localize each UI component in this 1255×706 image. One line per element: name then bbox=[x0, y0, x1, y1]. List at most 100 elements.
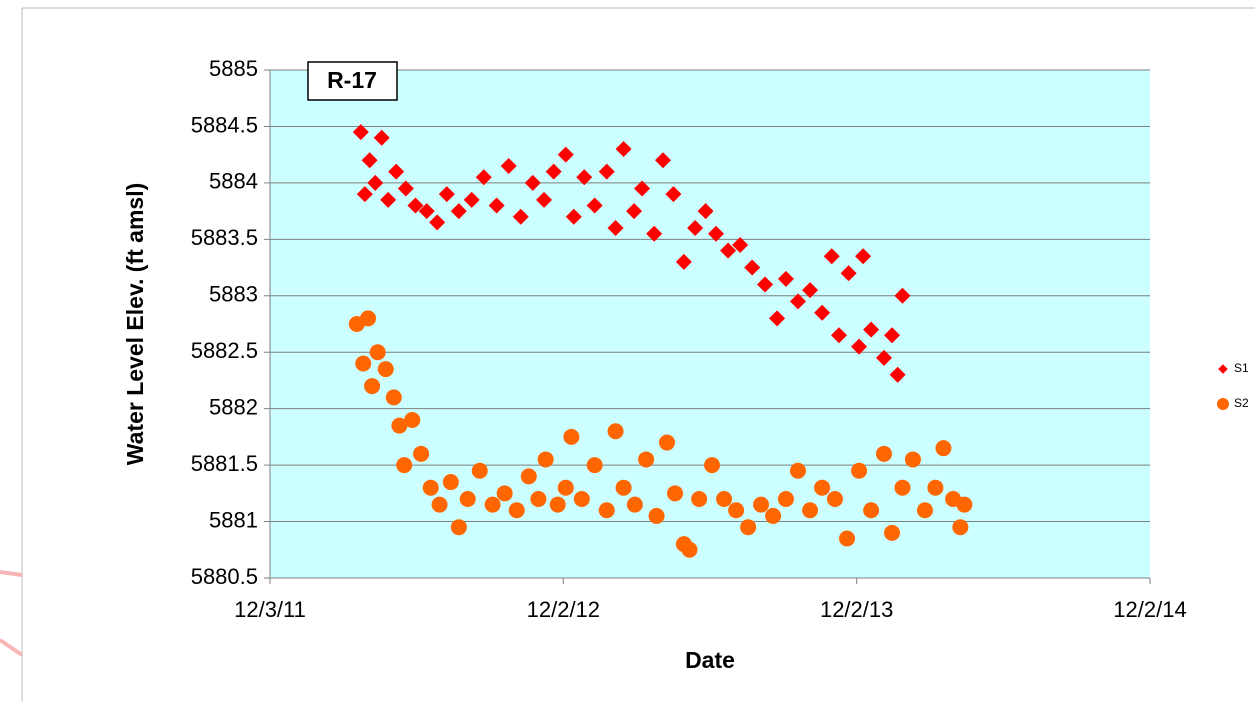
data-point bbox=[475, 169, 492, 186]
decoration bbox=[0, 638, 24, 657]
y-tick-label: 5884 bbox=[209, 169, 258, 194]
data-point bbox=[598, 502, 615, 519]
data-point bbox=[396, 457, 413, 474]
data-point bbox=[830, 327, 847, 344]
legend-marker bbox=[1217, 398, 1229, 410]
data-point bbox=[863, 502, 880, 519]
data-point bbox=[615, 141, 632, 158]
data-point bbox=[565, 208, 582, 225]
data-point bbox=[802, 282, 819, 299]
data-point bbox=[638, 451, 655, 468]
data-point bbox=[753, 496, 770, 513]
data-point bbox=[646, 225, 663, 242]
data-point bbox=[615, 479, 632, 496]
data-point bbox=[927, 479, 944, 496]
data-point bbox=[884, 327, 901, 344]
data-point bbox=[790, 462, 806, 479]
data-point bbox=[777, 270, 794, 287]
data-point bbox=[369, 344, 386, 361]
data-point bbox=[429, 214, 446, 231]
data-point bbox=[697, 203, 714, 220]
decoration bbox=[0, 570, 23, 577]
data-point bbox=[720, 242, 737, 259]
data-point bbox=[956, 496, 973, 513]
data-point bbox=[598, 163, 615, 180]
data-point bbox=[634, 180, 651, 197]
annotation: R-17 bbox=[327, 67, 377, 93]
data-point bbox=[884, 524, 901, 541]
data-point bbox=[450, 519, 467, 536]
data-point bbox=[573, 490, 590, 507]
data-point bbox=[708, 225, 725, 242]
data-point bbox=[442, 474, 459, 491]
data-point bbox=[586, 457, 603, 474]
data-point bbox=[418, 203, 435, 220]
data-point bbox=[765, 507, 782, 524]
data-point bbox=[586, 197, 603, 214]
data-point bbox=[373, 129, 390, 146]
data-point bbox=[769, 310, 786, 327]
y-tick-label: 5883.5 bbox=[191, 225, 258, 250]
data-point bbox=[459, 490, 476, 507]
y-tick-label: 5885 bbox=[209, 56, 258, 81]
data-point bbox=[648, 507, 665, 524]
data-point bbox=[397, 180, 414, 197]
data-point bbox=[361, 152, 378, 169]
x-tick-label: 12/2/12 bbox=[527, 597, 600, 622]
y-tick-label: 5881.5 bbox=[191, 451, 258, 476]
data-point bbox=[607, 423, 624, 440]
data-point bbox=[385, 389, 402, 406]
data-point bbox=[450, 203, 467, 220]
x-axis-label: Date bbox=[685, 647, 735, 673]
data-point bbox=[431, 496, 448, 513]
data-point bbox=[875, 445, 892, 462]
data-point bbox=[557, 146, 574, 163]
data-point bbox=[814, 479, 831, 496]
data-point bbox=[952, 519, 969, 536]
data-point bbox=[471, 462, 488, 479]
data-point bbox=[935, 440, 952, 457]
data-point bbox=[814, 304, 831, 321]
data-point bbox=[391, 417, 408, 434]
data-point bbox=[889, 366, 906, 383]
data-point bbox=[659, 434, 676, 451]
data-point bbox=[916, 502, 933, 519]
data-point bbox=[500, 157, 517, 174]
legend-label: S1 bbox=[1234, 361, 1249, 375]
x-tick-label: 12/3/11 bbox=[234, 597, 306, 622]
y-tick-label: 5882 bbox=[209, 394, 258, 419]
data-point bbox=[549, 496, 566, 513]
data-point bbox=[422, 479, 439, 496]
y-tick-label: 5882.5 bbox=[191, 338, 258, 363]
data-point bbox=[496, 485, 513, 502]
data-point bbox=[744, 259, 761, 276]
data-point bbox=[875, 349, 892, 366]
data-point bbox=[851, 462, 868, 479]
data-point bbox=[530, 490, 547, 507]
data-point bbox=[740, 519, 757, 536]
y-tick-label: 5883 bbox=[209, 282, 258, 307]
data-point bbox=[355, 355, 372, 372]
data-point bbox=[352, 124, 369, 141]
data-point bbox=[675, 253, 692, 270]
data-point bbox=[607, 220, 624, 237]
data-point bbox=[438, 186, 455, 203]
legend-marker bbox=[1218, 364, 1228, 374]
data-point bbox=[356, 186, 373, 203]
data-point bbox=[839, 530, 856, 547]
data-point bbox=[691, 490, 708, 507]
data-point bbox=[508, 502, 525, 519]
data-point bbox=[520, 468, 537, 485]
data-point bbox=[404, 411, 421, 428]
data-point bbox=[380, 191, 397, 208]
data-point bbox=[512, 208, 529, 225]
data-point bbox=[904, 451, 921, 468]
data-point bbox=[557, 479, 574, 496]
plot-background bbox=[270, 70, 1150, 578]
data-point bbox=[704, 457, 721, 474]
data-point bbox=[364, 378, 381, 395]
y-axis-label: Water Level Elev. (ft amsl) bbox=[122, 183, 148, 465]
data-point bbox=[716, 490, 733, 507]
data-point bbox=[367, 174, 384, 191]
